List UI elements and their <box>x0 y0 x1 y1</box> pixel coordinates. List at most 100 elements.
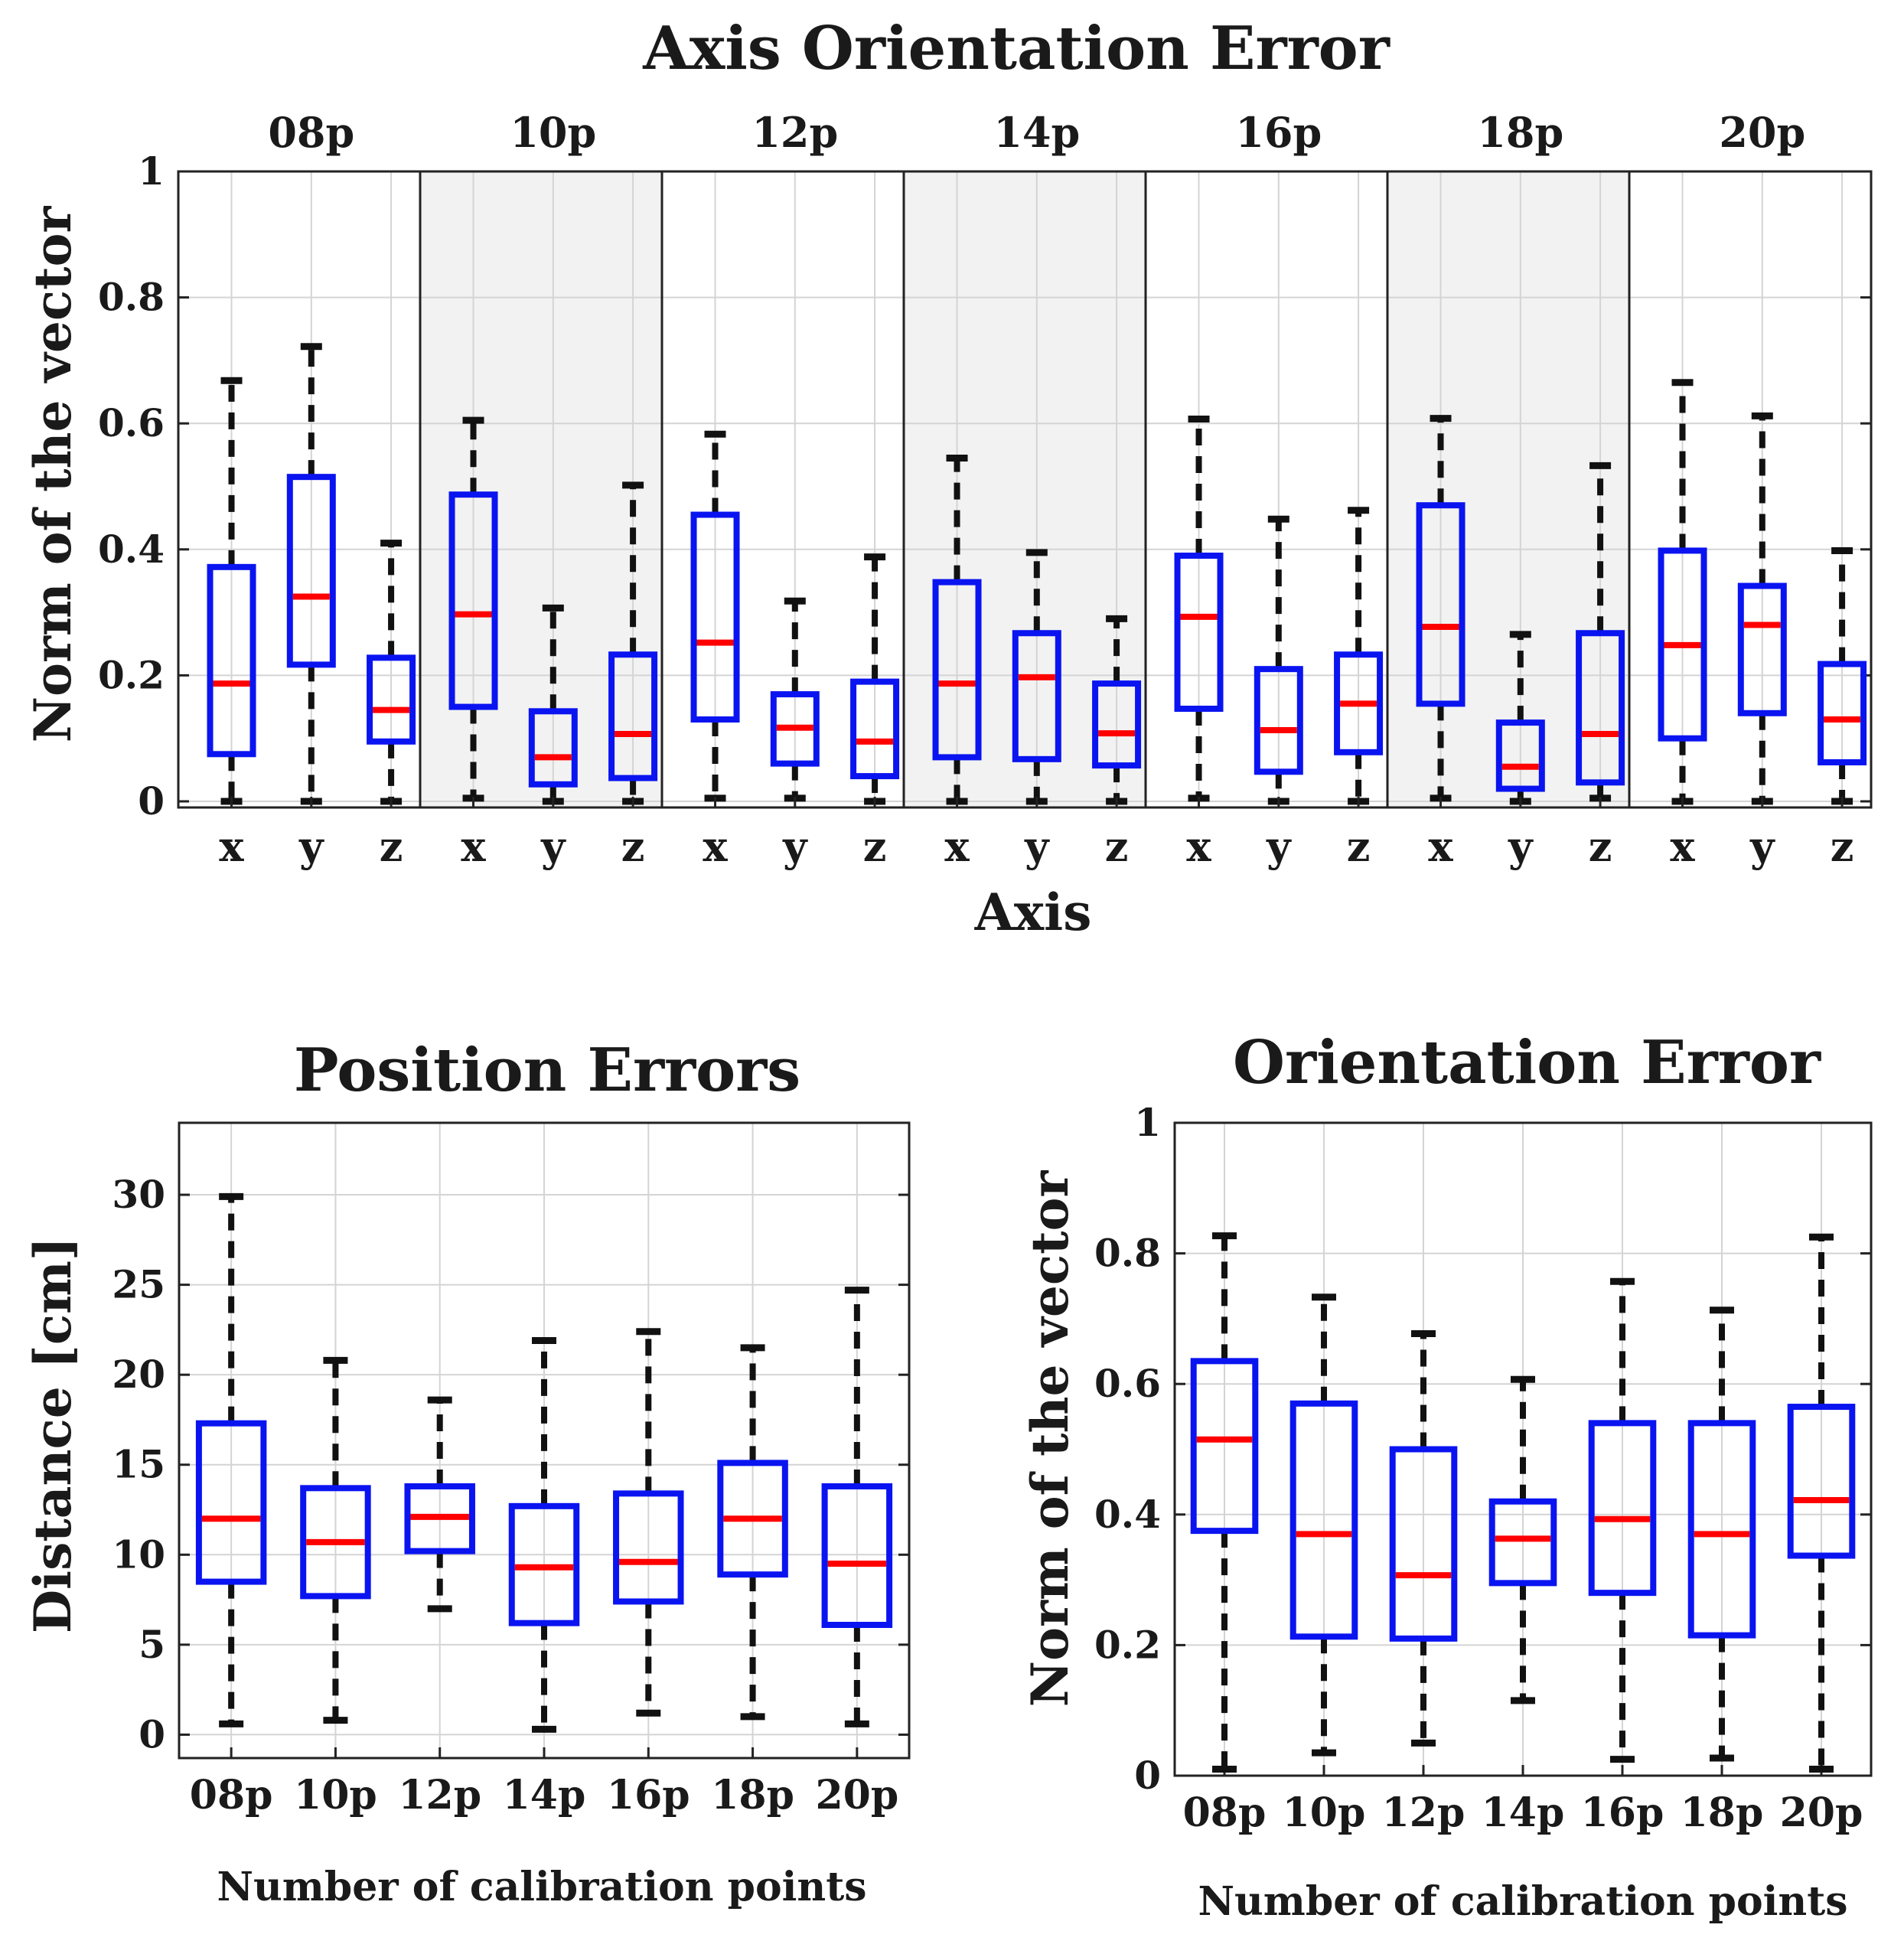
x-tick-label: 20p <box>815 1772 898 1819</box>
box-12p <box>404 1396 475 1613</box>
x-tick-label: y <box>540 822 566 871</box>
group-12p <box>690 430 900 805</box>
box-iqr <box>508 1502 580 1626</box>
x-tick-label: 10p <box>294 1772 377 1819</box>
box-iqr <box>1092 680 1142 769</box>
box-iqr <box>1012 630 1061 762</box>
box-12p <box>1389 1330 1458 1747</box>
box-16p <box>613 1328 684 1717</box>
x-tick-label: x <box>1186 822 1211 871</box>
box-10p <box>1289 1293 1358 1757</box>
x-tick-label: 18p <box>711 1772 794 1819</box>
x-tick-label: 16p <box>607 1772 690 1819</box>
group-20p <box>1658 379 1867 805</box>
axes-frame <box>177 170 1873 809</box>
group-shade <box>1387 171 1629 807</box>
y-tick-label: 0.4 <box>1094 1492 1161 1537</box>
box-18p <box>1687 1306 1756 1762</box>
y-tick-label: 1 <box>1134 1100 1161 1145</box>
box-iqr <box>613 1490 684 1605</box>
plot-area: 0 0.2 0.4 0.6 0.8 1 08p x y z 10p x y z 12p x y z 14p x y z 16… <box>98 108 1873 871</box>
y-tick-label: 30 <box>112 1172 165 1217</box>
y-tick-label: 0.8 <box>1094 1231 1161 1276</box>
box-iqr <box>690 511 740 723</box>
box-08p-y <box>286 343 336 805</box>
group-label: 16p <box>1235 108 1322 157</box>
box-08p <box>1190 1232 1259 1773</box>
box-iqr <box>1495 719 1545 792</box>
group-label: 12p <box>751 108 838 157</box>
x-tick-label: x <box>703 822 728 871</box>
y-tick-label: 0.8 <box>98 275 165 320</box>
x-tick-label: y <box>1508 822 1534 871</box>
box-20p <box>821 1287 893 1727</box>
box-iqr <box>1174 553 1224 713</box>
axis-orientation-panel: Axis Orientation Error Norm of the vecto… <box>23 14 1873 942</box>
box-20p-y <box>1737 412 1787 805</box>
orientation-error-panel: Orientation Error Norm of the vector Num… <box>1020 1028 1873 1925</box>
box-iqr <box>367 654 416 745</box>
box-18p-x <box>1416 415 1465 802</box>
box-iqr <box>1389 1446 1458 1642</box>
group-shade <box>904 171 1146 807</box>
y-tick-label: 20 <box>112 1352 165 1397</box>
x-tick-label: 12p <box>1382 1789 1465 1836</box>
x-tick-label: 20p <box>1780 1789 1863 1836</box>
group-shade <box>420 171 662 807</box>
y-tick-label: 5 <box>139 1622 165 1667</box>
x-tick-label: 08p <box>190 1772 273 1819</box>
box-20p <box>1787 1233 1856 1773</box>
x-tick-label: z <box>1589 822 1612 871</box>
box-10p-x <box>448 416 498 802</box>
box-iqr <box>1488 1498 1557 1587</box>
group-label: 18p <box>1477 108 1563 157</box>
x-tick-label: z <box>1105 822 1129 871</box>
x-tick-label: z <box>863 822 887 871</box>
box-14p-y <box>1012 549 1061 805</box>
x-tick-label: z <box>621 822 645 871</box>
group-label: 14p <box>993 108 1080 157</box>
box-12p-x <box>690 430 740 802</box>
x-tick-label: 14p <box>1482 1789 1565 1836</box>
box-iqr <box>1787 1404 1856 1559</box>
y-tick-label: 15 <box>112 1442 165 1487</box>
box-iqr <box>207 563 256 758</box>
y-tick-label: 25 <box>112 1262 165 1307</box>
y-tick-label: 0 <box>139 1711 165 1757</box>
y-tick-label: 1 <box>138 148 165 194</box>
box-16p-x <box>1174 415 1224 802</box>
chart-title: Axis Orientation Error <box>642 14 1391 83</box>
x-tick-label: x <box>219 822 244 871</box>
box-14p <box>508 1337 580 1733</box>
x-tick-label: 14p <box>503 1772 586 1819</box>
y-tick-label: 0.2 <box>98 652 165 697</box>
y-tick-label: 0.6 <box>1094 1361 1161 1406</box>
box-iqr <box>1289 1400 1358 1640</box>
box-iqr <box>608 651 658 781</box>
box-iqr <box>770 691 820 767</box>
box-iqr <box>1576 630 1625 786</box>
group-08p <box>207 343 416 805</box>
box-iqr <box>448 491 498 710</box>
box-iqr <box>1687 1420 1756 1639</box>
box-iqr <box>286 474 336 668</box>
chart-title: Position Errors <box>294 1036 800 1105</box>
box-iqr <box>1334 651 1384 755</box>
y-tick-label: 0.2 <box>1094 1622 1161 1667</box>
box-iqr <box>300 1485 371 1600</box>
x-tick-label: 10p <box>1283 1789 1366 1836</box>
x-tick-label: 08p <box>1183 1789 1267 1836</box>
x-tick-label: x <box>461 822 486 871</box>
x-tick-label: z <box>1347 822 1371 871</box>
box-14p <box>1488 1375 1557 1704</box>
box-20p-z <box>1818 546 1867 805</box>
box-10p <box>300 1356 371 1724</box>
plot-area: 0 0.2 0.4 0.6 0.8 1 08p 10p 12p 14p 16p 18p 20p <box>1094 1100 1873 1836</box>
box-20p-x <box>1658 379 1707 805</box>
x-tick-label: y <box>1024 822 1050 871</box>
y-tick-label: 10 <box>112 1532 165 1577</box>
box-12p-z <box>850 553 900 805</box>
y-tick-label: 0 <box>1134 1753 1161 1798</box>
box-10p-y <box>528 604 578 805</box>
